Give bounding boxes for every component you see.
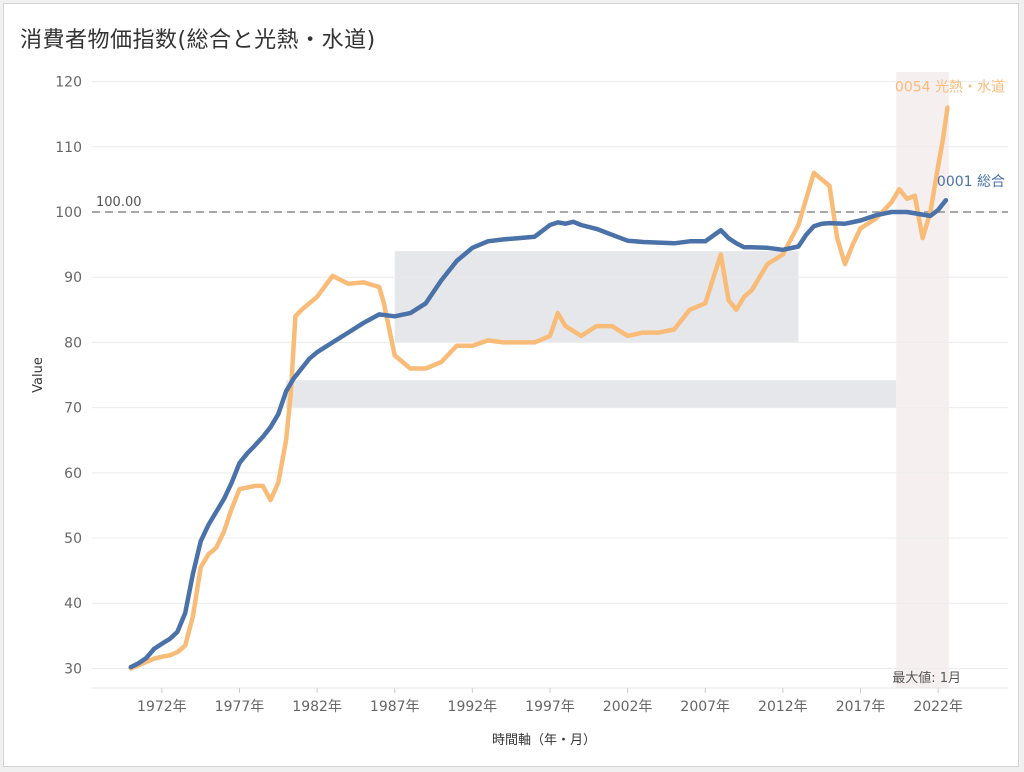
y-tick-label: 50 [64,531,82,547]
series-label-utilities: 0054 光熱・水道 [895,80,1005,96]
y-tick-label: 80 [64,335,82,351]
reference-line-label: 100.00 [96,195,142,210]
x-tick-label: 2002年 [603,699,653,715]
y-tick-label: 90 [64,270,82,286]
axis-layer: 30 40 50 60 70 80 90 100 110 120 1972年 1977年 1982年 19… [31,75,1008,748]
x-tick-label: 1972年 [137,699,187,715]
x-tick-label: 1987年 [370,699,420,715]
chart-title: 消費者物価指数(総合と光熱・水道) [20,28,376,53]
series-line-utilities [128,105,950,671]
series-label-total: 0001 総合 [937,174,1005,190]
max-value-label: 最大値: 1月 [892,670,961,686]
y-tick-label: 60 [64,466,82,482]
x-tick-label: 2007年 [680,699,730,715]
y-tick-label: 70 [64,401,82,417]
series-line-total [128,197,949,670]
shaded-band [286,380,897,408]
y-tick-label: 120 [55,75,82,91]
y-tick-label: 110 [55,140,82,156]
x-tick-label: 1977年 [215,699,265,715]
x-tick-label: 2012年 [758,699,808,715]
band-layer [286,72,950,688]
x-tick-label: 1992年 [448,699,498,715]
y-axis-title: Value [31,357,46,393]
reference-layer: 100.00 [92,195,1008,213]
x-axis-title: 時間軸（年・月） [492,733,596,748]
x-tick-label: 1997年 [525,699,575,715]
series-layer [128,105,950,671]
highlight-region [896,72,950,688]
y-tick-label: 40 [64,596,82,612]
x-tick-label: 2022年 [913,699,963,715]
x-tick-label: 2017年 [836,699,886,715]
gridlines [92,81,1008,669]
y-tick-label: 100 [55,205,82,221]
x-tick-label: 1982年 [292,699,342,715]
y-tick-label: 30 [64,661,82,677]
